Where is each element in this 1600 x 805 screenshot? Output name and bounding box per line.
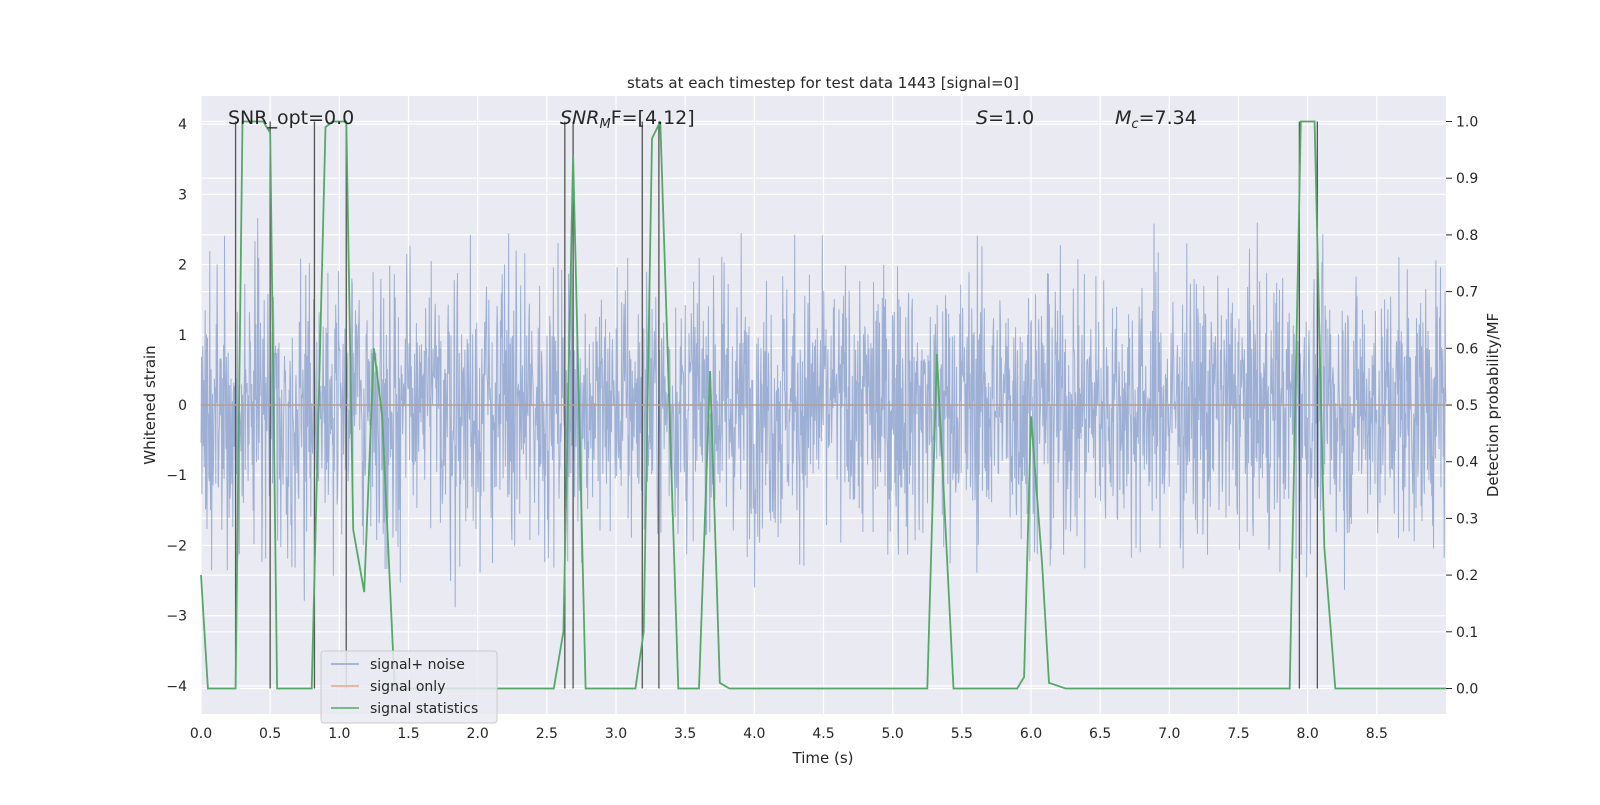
y-right-tick-label: 1.0 bbox=[1456, 115, 1478, 131]
x-tick-label: 3.0 bbox=[605, 726, 627, 742]
y-right-tick-label: 0.7 bbox=[1456, 285, 1478, 301]
annotation-s: S=1.0 bbox=[976, 107, 1034, 129]
y-right-tick-label: 0.2 bbox=[1456, 568, 1478, 584]
x-tick-label: 8.0 bbox=[1297, 726, 1319, 742]
y-left-tick-label: 1 bbox=[178, 328, 187, 344]
y-right-tick-label: 0.9 bbox=[1456, 171, 1478, 187]
y-left-tick-label: 4 bbox=[178, 117, 187, 133]
signal-noise-line bbox=[200, 217, 1447, 608]
snr-mf-rest: F=[4.12] bbox=[611, 107, 695, 129]
snr-mf-main: SNR bbox=[560, 107, 599, 129]
y-right-tick-label: 0.5 bbox=[1456, 398, 1478, 414]
y-left-tick-label: 3 bbox=[178, 187, 187, 203]
legend-label-signal-only: signal only bbox=[370, 679, 445, 695]
y-right-axis-ticks: 1.0 0.9 0.8 0.7 0.6 0.5 0.4 0.3 0.2 0.1 0.0 bbox=[1446, 115, 1478, 697]
legend: signal+ noise signal only signal statist… bbox=[320, 650, 498, 724]
annotation-snr-mf: SNRMF=[4.12] bbox=[560, 107, 695, 132]
x-tick-label: 3.5 bbox=[674, 726, 696, 742]
y-left-tick-label: −4 bbox=[166, 679, 187, 695]
y-left-tick-label: −3 bbox=[166, 609, 187, 625]
s-label: S bbox=[976, 107, 988, 129]
x-tick-label: 2.5 bbox=[536, 726, 558, 742]
x-axis-label: Time (s) bbox=[792, 749, 854, 767]
x-tick-label: 1.5 bbox=[397, 726, 419, 742]
y-right-tick-label: 0.1 bbox=[1456, 625, 1478, 641]
x-tick-label: 4.0 bbox=[743, 726, 765, 742]
mc-main: M bbox=[1115, 107, 1131, 129]
y-left-tick-label: 2 bbox=[178, 258, 187, 274]
y-left-tick-label: 0 bbox=[178, 398, 187, 414]
y-right-tick-label: 0.6 bbox=[1456, 341, 1478, 357]
y-right-tick-label: 0.8 bbox=[1456, 228, 1478, 244]
annotation-snr-opt: SNR_opt=0.0 bbox=[228, 107, 354, 129]
x-tick-label: 5.5 bbox=[951, 726, 973, 742]
legend-label-signal-statistics: signal statistics bbox=[370, 701, 478, 717]
x-tick-label: 4.5 bbox=[812, 726, 834, 742]
y-left-tick-label: −1 bbox=[166, 468, 187, 484]
x-tick-label: 7.5 bbox=[1227, 726, 1249, 742]
x-tick-label: 0.5 bbox=[259, 726, 281, 742]
y-right-tick-label: 0.4 bbox=[1456, 455, 1478, 471]
legend-box bbox=[320, 650, 498, 724]
x-tick-label: 6.5 bbox=[1089, 726, 1111, 742]
y-left-tick-label: −2 bbox=[166, 538, 187, 554]
y-right-tick-label: 0.0 bbox=[1456, 681, 1478, 697]
signal-statistics-line bbox=[200, 120, 1446, 690]
s-value: =1.0 bbox=[988, 107, 1034, 129]
mc-value: =7.34 bbox=[1139, 107, 1197, 129]
mc-sub: c bbox=[1131, 117, 1138, 132]
x-tick-label: 1.0 bbox=[328, 726, 350, 742]
x-tick-label: 8.5 bbox=[1366, 726, 1388, 742]
x-tick-label: 7.0 bbox=[1158, 726, 1180, 742]
signal-noise-series bbox=[200, 217, 1447, 608]
y-right-tick-label: 0.3 bbox=[1456, 511, 1478, 527]
annotation-mc: Mc=7.34 bbox=[1115, 107, 1197, 132]
x-axis-ticks: 0.0 0.5 1.0 1.5 2.0 2.5 3.0 3.5 4.0 4.5 5.0 5.5 6.0 6… bbox=[190, 726, 1388, 742]
x-tick-label: 6.0 bbox=[1020, 726, 1042, 742]
legend-label-signal-noise: signal+ noise bbox=[370, 657, 465, 673]
y-left-axis-ticks: 4 3 2 1 0 −1 −2 −3 −4 bbox=[166, 117, 187, 695]
y-right-axis-label: Detection probability/MF bbox=[1484, 313, 1502, 497]
x-tick-label: 2.0 bbox=[467, 726, 489, 742]
signal-statistics-series bbox=[200, 120, 1446, 690]
snr-mf-sub: M bbox=[599, 117, 610, 132]
x-tick-label: 5.0 bbox=[882, 726, 904, 742]
x-tick-label: 0.0 bbox=[190, 726, 212, 742]
chart-title: stats at each timestep for test data 144… bbox=[627, 74, 1019, 92]
y-left-axis-label: Whitened strain bbox=[141, 345, 159, 464]
